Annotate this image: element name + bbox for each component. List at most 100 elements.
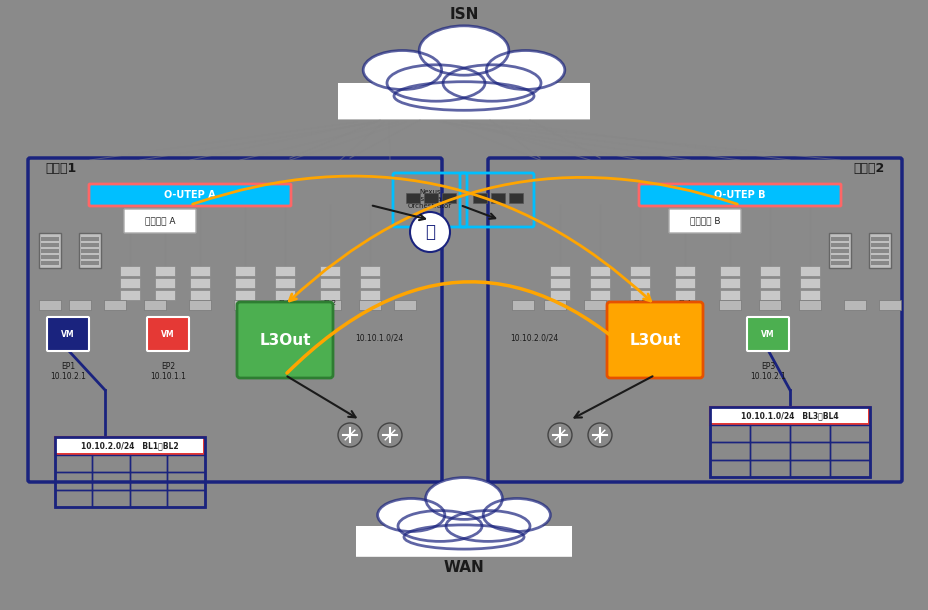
Bar [749, 442, 789, 460]
FancyBboxPatch shape [719, 290, 740, 300]
FancyBboxPatch shape [120, 290, 140, 300]
FancyArrowPatch shape [287, 376, 355, 417]
Text: 10.10.2.0/24: 10.10.2.0/24 [509, 333, 558, 342]
Bar [55, 455, 93, 472]
FancyBboxPatch shape [188, 300, 211, 310]
FancyBboxPatch shape [147, 317, 188, 351]
FancyBboxPatch shape [606, 302, 702, 378]
FancyBboxPatch shape [758, 300, 780, 310]
Text: プロキシ B: プロキシ B [689, 217, 719, 226]
Ellipse shape [419, 26, 509, 75]
FancyBboxPatch shape [629, 278, 650, 288]
Bar [93, 472, 130, 490]
FancyBboxPatch shape [674, 300, 695, 310]
Text: L3Out: L3Out [259, 332, 310, 348]
FancyBboxPatch shape [759, 278, 780, 288]
FancyBboxPatch shape [472, 193, 486, 203]
Bar [41, 243, 59, 246]
FancyBboxPatch shape [338, 83, 589, 120]
FancyBboxPatch shape [39, 232, 61, 268]
FancyBboxPatch shape [746, 317, 788, 351]
Bar [93, 455, 130, 472]
FancyArrowPatch shape [287, 282, 650, 373]
Bar [749, 425, 789, 442]
FancyBboxPatch shape [234, 300, 256, 310]
FancyBboxPatch shape [589, 278, 610, 288]
Text: BL2: BL2 [323, 300, 336, 306]
FancyBboxPatch shape [89, 184, 290, 206]
FancyBboxPatch shape [799, 290, 819, 300]
Bar [167, 472, 205, 490]
Circle shape [338, 423, 362, 447]
Bar [789, 425, 829, 442]
Text: BL4: BL4 [677, 300, 690, 306]
Bar [55, 437, 205, 507]
FancyBboxPatch shape [155, 266, 174, 276]
Text: VM: VM [61, 329, 75, 339]
Bar [81, 248, 99, 253]
Circle shape [587, 423, 612, 447]
Text: サイト2: サイト2 [853, 162, 884, 175]
Text: ⛓: ⛓ [424, 223, 434, 241]
Text: WAN: WAN [444, 559, 483, 575]
FancyBboxPatch shape [549, 278, 570, 288]
FancyBboxPatch shape [120, 278, 140, 288]
FancyBboxPatch shape [39, 300, 61, 310]
Text: Nexus
Dashboard
Orchestrator: Nexus Dashboard Orchestrator [407, 189, 452, 209]
FancyBboxPatch shape [719, 266, 740, 276]
FancyBboxPatch shape [155, 278, 174, 288]
Ellipse shape [404, 525, 523, 549]
Bar [41, 254, 59, 259]
FancyBboxPatch shape [668, 209, 741, 233]
Circle shape [409, 212, 449, 252]
Bar [93, 490, 130, 507]
FancyBboxPatch shape [69, 300, 91, 310]
FancyBboxPatch shape [675, 266, 694, 276]
FancyBboxPatch shape [628, 300, 651, 310]
FancyBboxPatch shape [319, 266, 340, 276]
FancyBboxPatch shape [878, 300, 900, 310]
Bar [789, 442, 829, 460]
Bar [55, 490, 93, 507]
FancyBboxPatch shape [589, 266, 610, 276]
FancyBboxPatch shape [584, 300, 605, 310]
Bar [829, 460, 869, 477]
FancyArrowPatch shape [192, 176, 650, 301]
FancyBboxPatch shape [629, 290, 650, 300]
FancyBboxPatch shape [759, 266, 780, 276]
Text: 10.10.1.0/24   BL3、BL4: 10.10.1.0/24 BL3、BL4 [741, 412, 838, 420]
FancyBboxPatch shape [235, 290, 254, 300]
FancyBboxPatch shape [360, 278, 380, 288]
FancyBboxPatch shape [79, 232, 101, 268]
Text: BL3: BL3 [633, 300, 646, 306]
Bar [789, 460, 829, 477]
Bar [831, 248, 848, 253]
Text: プロキシ A: プロキシ A [145, 217, 175, 226]
FancyBboxPatch shape [711, 409, 868, 423]
FancyBboxPatch shape [629, 266, 650, 276]
FancyBboxPatch shape [144, 300, 166, 310]
Bar [81, 254, 99, 259]
Bar [870, 254, 888, 259]
FancyBboxPatch shape [275, 266, 295, 276]
FancyBboxPatch shape [275, 290, 295, 300]
Bar [81, 243, 99, 246]
Ellipse shape [483, 498, 549, 531]
Text: O-UTEP B: O-UTEP B [714, 190, 765, 200]
FancyBboxPatch shape [355, 526, 572, 557]
FancyBboxPatch shape [511, 300, 534, 310]
Ellipse shape [397, 511, 482, 542]
FancyBboxPatch shape [275, 278, 295, 288]
FancyBboxPatch shape [47, 317, 89, 351]
Bar [81, 237, 99, 240]
FancyBboxPatch shape [360, 266, 380, 276]
Bar [167, 455, 205, 472]
Bar [130, 490, 167, 507]
FancyBboxPatch shape [759, 290, 780, 300]
Text: EP1
10.10.2.1: EP1 10.10.2.1 [50, 362, 86, 381]
FancyBboxPatch shape [549, 266, 570, 276]
Text: ISN: ISN [449, 7, 478, 21]
Bar [167, 490, 205, 507]
FancyBboxPatch shape [360, 290, 380, 300]
FancyBboxPatch shape [318, 300, 341, 310]
